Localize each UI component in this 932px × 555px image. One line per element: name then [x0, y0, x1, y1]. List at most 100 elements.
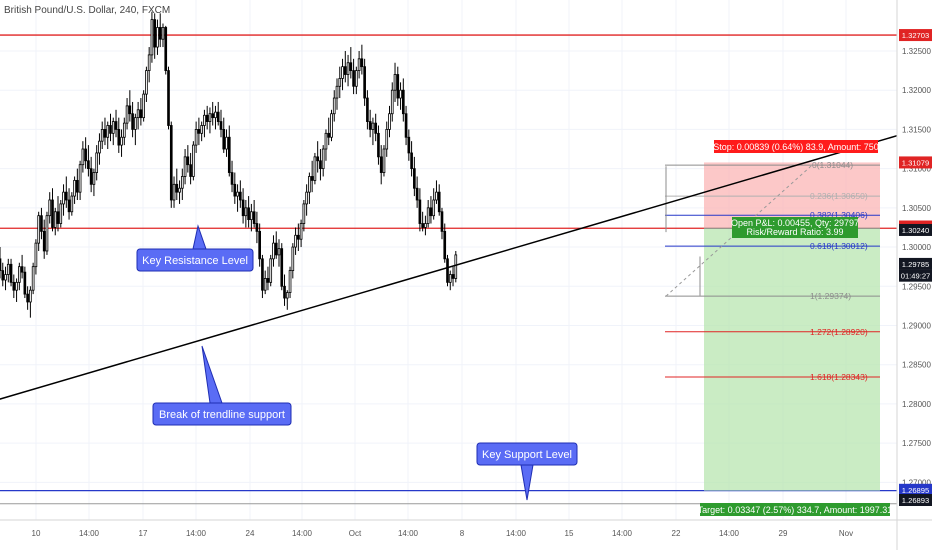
candle-body — [294, 234, 297, 248]
candle-body — [313, 156, 317, 181]
candle-body — [338, 78, 342, 87]
candle-body — [89, 168, 93, 185]
candle-body — [98, 140, 101, 154]
candle-body — [415, 187, 419, 201]
price-tag-label: 1.31079 — [902, 158, 929, 167]
time-tick-label: 14:00 — [398, 529, 419, 538]
candle-body — [316, 156, 320, 162]
candle-body — [95, 152, 99, 173]
candle-body — [183, 156, 187, 177]
price-tag-label: 01:49:27 — [901, 272, 931, 281]
candle-body — [62, 191, 65, 205]
candle-body — [410, 152, 413, 170]
candle-body — [12, 281, 16, 291]
candle-body — [175, 183, 179, 193]
callout-key-resistance[interactable]: Key Resistance Level — [136, 224, 254, 272]
candle-body — [158, 27, 162, 40]
fibonacci-extension[interactable]: 0(1.31044) 0.236(1.30650) 0.382(1.30406) 0.… — [665, 160, 880, 382]
price-tick-label: 1.30000 — [902, 243, 931, 252]
price-tag-box — [899, 29, 932, 42]
candle-body — [236, 191, 239, 197]
candle-body — [396, 74, 400, 99]
candle-body — [139, 109, 143, 119]
candle-body — [40, 215, 43, 232]
candle-body — [78, 164, 82, 193]
candlestick-series — [0, 11, 458, 318]
time-tick-label: 14:00 — [186, 529, 207, 538]
price-tick-label: 1.29500 — [902, 282, 931, 291]
candle-body — [18, 266, 21, 283]
candle-body — [15, 281, 18, 291]
candle-body — [31, 266, 35, 291]
candle-body — [125, 105, 129, 124]
callout-trendline-break[interactable]: Break of trendline support — [152, 345, 292, 426]
candle-body — [145, 70, 148, 95]
candle-body — [319, 160, 322, 170]
candle-body — [59, 203, 63, 224]
candle-body — [283, 285, 286, 299]
candle-body — [0, 258, 2, 271]
candle-body — [374, 122, 378, 134]
candle-body — [142, 93, 145, 119]
candle-body — [172, 183, 176, 201]
candle-body — [258, 230, 261, 260]
candle-body — [238, 191, 242, 201]
candle-body — [219, 121, 223, 130]
candle-body — [407, 136, 411, 154]
price-tick-label: 1.30500 — [902, 204, 931, 213]
candle-body — [285, 292, 289, 299]
candle-body — [385, 129, 389, 150]
candle-body — [1, 270, 5, 281]
candle-body — [180, 176, 184, 189]
candle-body — [37, 215, 41, 244]
candle-body — [357, 58, 361, 71]
candle-body — [34, 242, 38, 268]
candle-body — [330, 113, 333, 138]
candle-body — [266, 278, 270, 283]
price-tag-box — [899, 223, 932, 236]
candle-body — [413, 168, 416, 189]
candle-body — [390, 89, 394, 115]
stop-label-box — [714, 140, 878, 153]
candle-body — [120, 136, 123, 146]
candle-body — [106, 125, 110, 138]
price-tag-box — [899, 156, 932, 169]
candle-body — [53, 211, 57, 228]
callout-key-support[interactable]: Key Support Level — [476, 442, 578, 501]
candle-body — [42, 230, 46, 252]
candle-body — [203, 114, 206, 126]
candle-body — [214, 111, 217, 119]
candle-body — [432, 199, 436, 217]
stop-label: Stop: 0.00839 (0.64%) 83.9, Amount: 750 — [713, 140, 879, 153]
trendline[interactable] — [0, 134, 898, 432]
candle-body — [448, 274, 452, 283]
time-axis[interactable]: 10 14:00 17 14:00 24 14:00 Oct 14:00 8 14:00 15 14:… — [32, 529, 854, 538]
candle-body — [51, 199, 54, 228]
price-axis[interactable]: 1.32500 1.32000 1.31500 1.31000 1.30500 1.300… — [902, 47, 931, 487]
candle-body — [26, 293, 29, 303]
candle-body — [169, 125, 173, 201]
candle-body — [299, 223, 303, 240]
candle-body — [134, 117, 137, 130]
candle-body — [424, 223, 427, 228]
candle-body — [366, 97, 369, 122]
candle-body — [280, 248, 284, 287]
candle-body — [186, 156, 190, 166]
candle-body — [388, 113, 391, 130]
pnl-label-text: Open P&L: 0.00455, Qty: 29797 — [731, 218, 859, 228]
candle-body — [178, 187, 181, 193]
candle-body — [230, 172, 234, 185]
candle-body — [324, 132, 328, 150]
candle-body — [9, 263, 13, 283]
candle-body — [222, 129, 226, 150]
candle-body — [349, 62, 353, 71]
price-tag-box — [899, 483, 932, 496]
candle-body — [399, 89, 402, 99]
callout-key-support-box — [476, 442, 578, 466]
candle-body — [393, 74, 397, 91]
candle-body — [308, 176, 311, 193]
candle-body — [346, 62, 350, 75]
candle-body — [440, 211, 444, 232]
